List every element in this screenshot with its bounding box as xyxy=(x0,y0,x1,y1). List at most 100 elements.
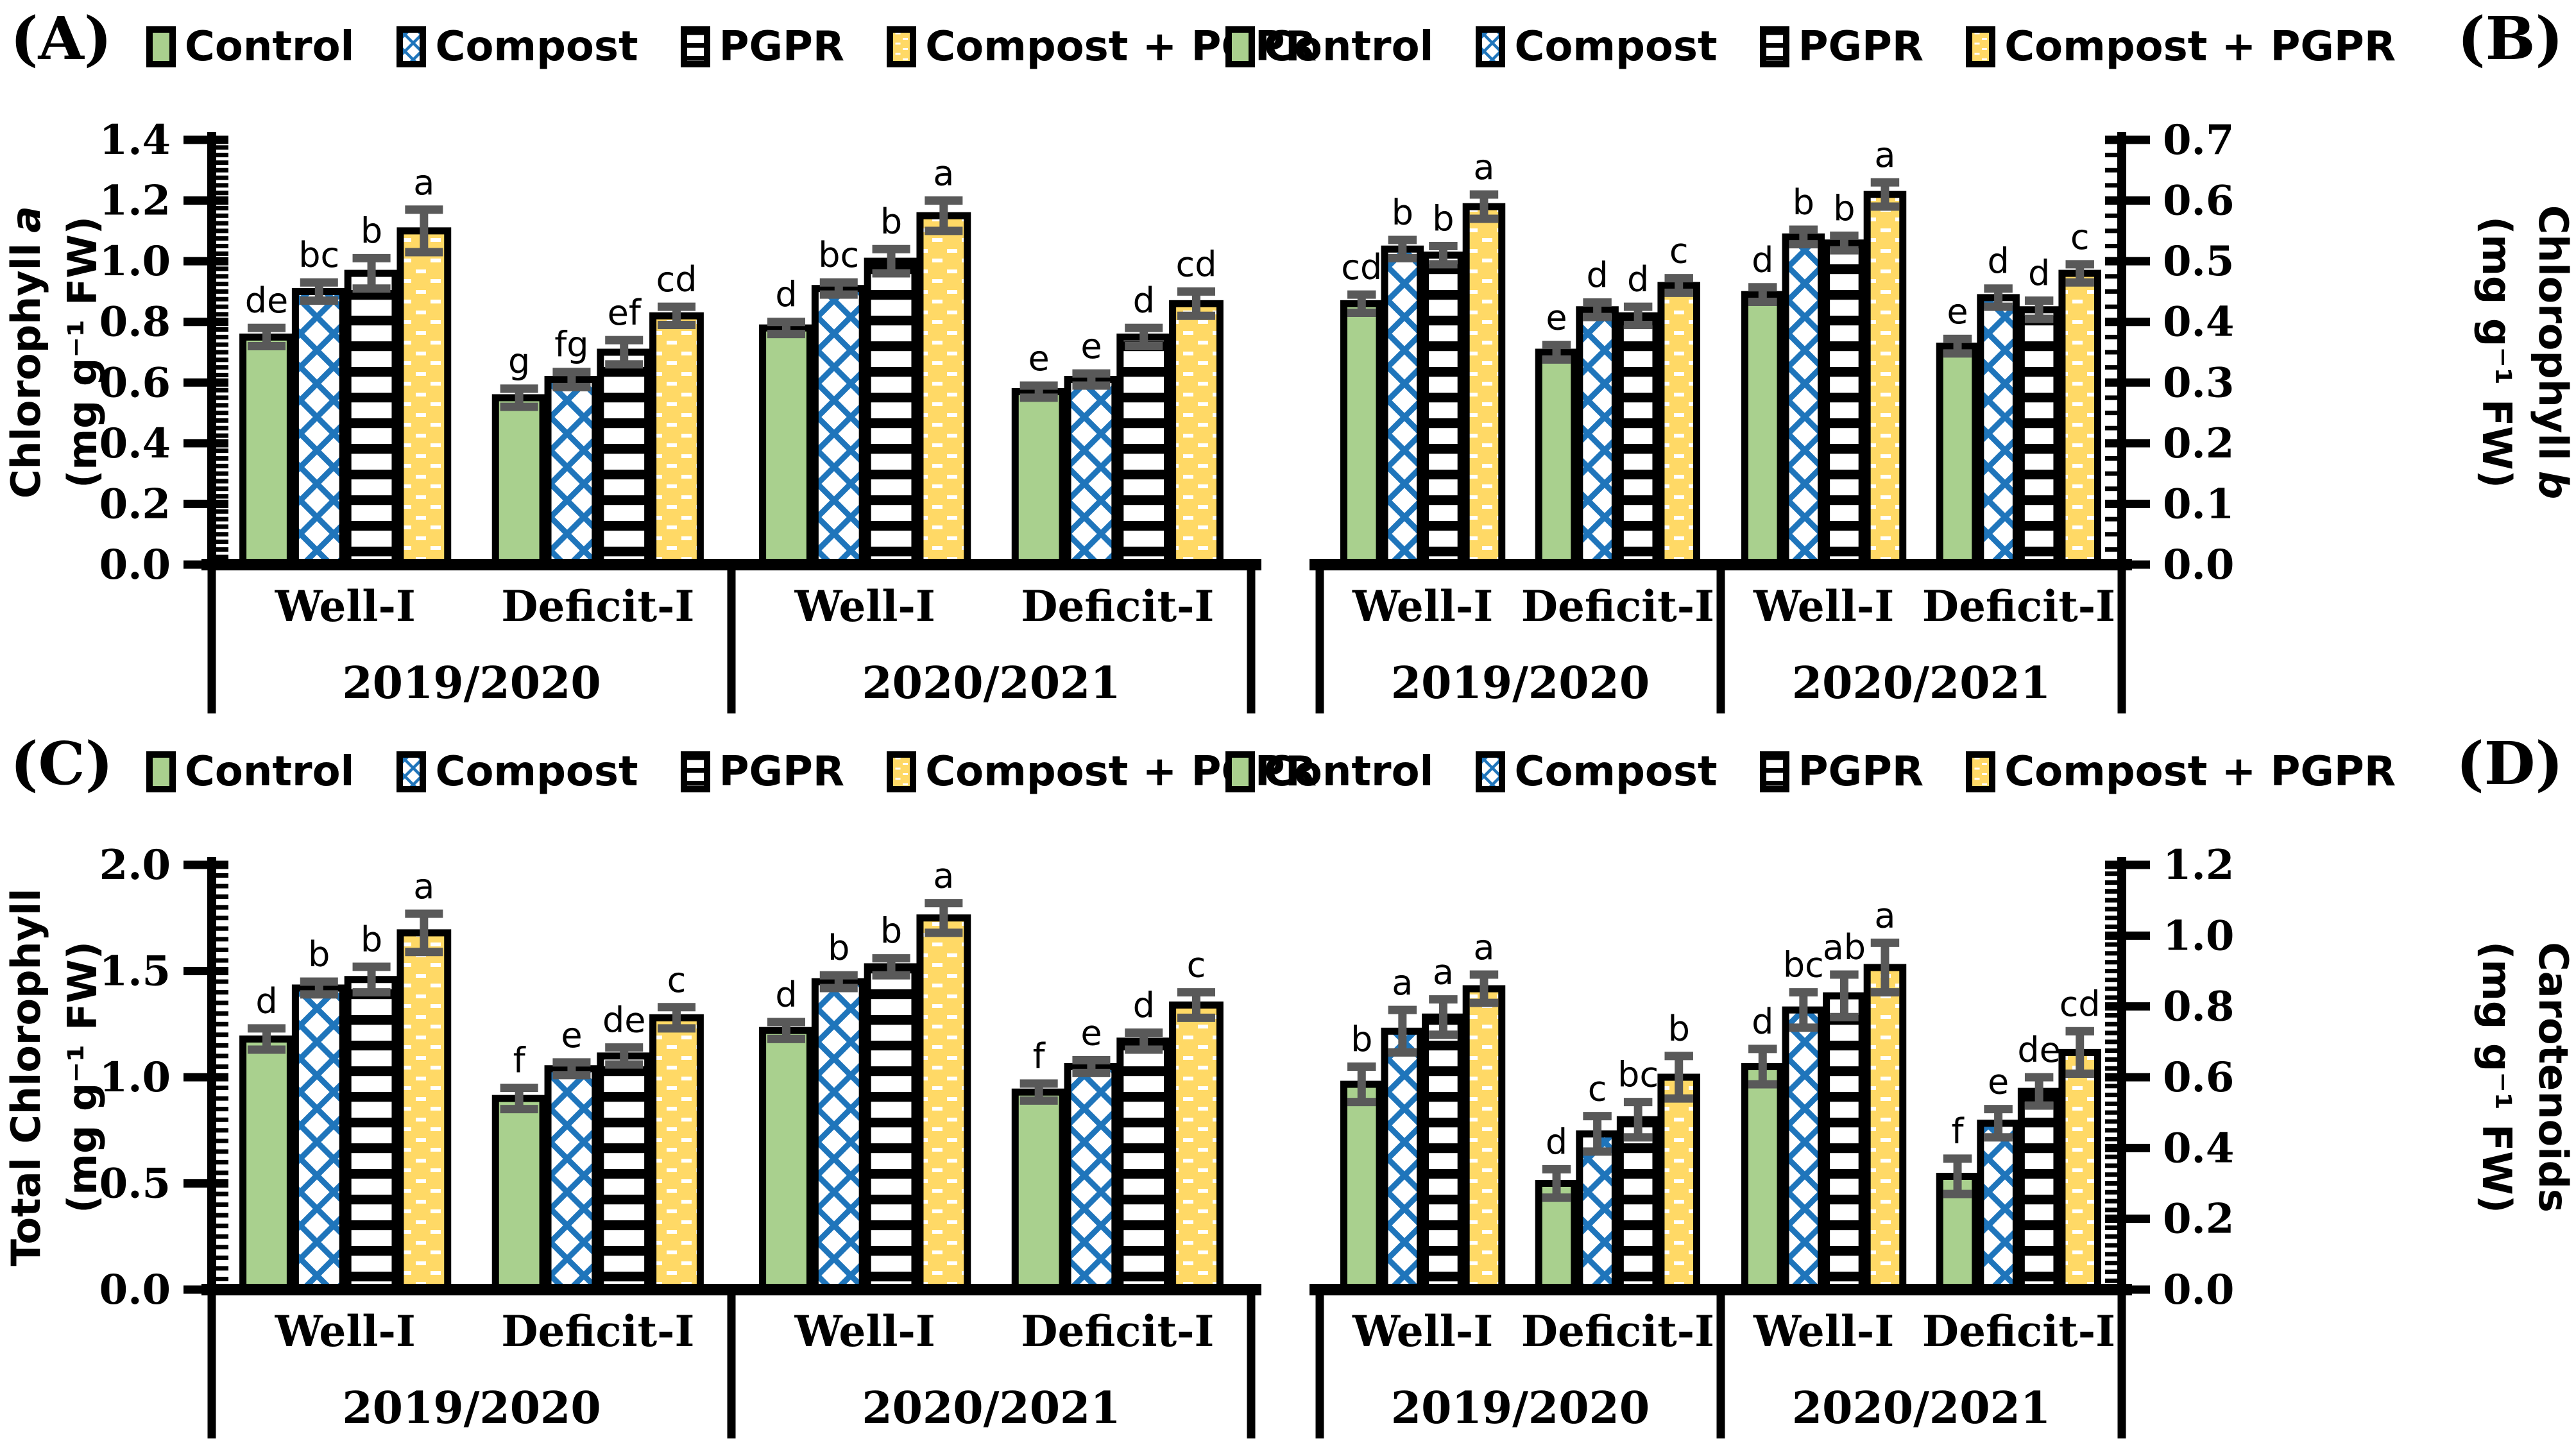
panel-A: (A) Control Compost PGPR Compost + PGPR de bc b… xyxy=(0,0,1317,725)
year-label: 2020/2021 xyxy=(1792,1383,2051,1434)
y-axis-units: (mg g⁻¹ FW) xyxy=(2473,216,2520,488)
legend-item-control: Control xyxy=(146,748,354,796)
error-bar xyxy=(1125,1028,1163,1054)
y-tick-label: 0.6 xyxy=(2163,177,2234,225)
legend-swatch-compost-icon xyxy=(397,751,427,792)
bar-pgpr xyxy=(1422,252,1465,568)
sig-letter: e xyxy=(1080,326,1102,366)
irrigation-label: Deficit-I xyxy=(1521,581,1714,631)
bar-compost xyxy=(291,984,346,1293)
legend-swatch-compost_pgpr-icon xyxy=(1966,26,1996,67)
error-bar xyxy=(1125,323,1163,351)
error-bar xyxy=(819,971,858,993)
panel-label-B: (B) xyxy=(2457,4,2563,73)
error-bar xyxy=(247,1024,286,1054)
error-bar xyxy=(605,336,644,369)
irrigation-label: Deficit-I xyxy=(1922,581,2115,631)
error-bar xyxy=(657,1003,696,1033)
sig-letter: f xyxy=(1952,1111,1965,1152)
bar-control xyxy=(491,1095,547,1293)
bar-compost xyxy=(1977,1120,2020,1293)
sig-letter: a xyxy=(933,153,954,194)
legend-swatch-compost-icon xyxy=(397,26,427,67)
error-bar xyxy=(872,244,910,278)
bar-compost xyxy=(1782,1006,1825,1293)
legend-item-compost: Compost xyxy=(1476,748,1718,796)
irrigation-label: Well-I xyxy=(1352,581,1493,631)
bar-pgpr xyxy=(1616,1116,1660,1293)
error-bar xyxy=(1623,302,1653,329)
bar-control xyxy=(239,333,294,568)
bar-pgpr xyxy=(2017,1088,2061,1293)
error-bar xyxy=(1469,970,1499,1007)
y-axis-title: Carotenoids xyxy=(2530,942,2575,1212)
sig-letter: d xyxy=(775,975,797,1015)
legend-swatch-compost_pgpr-icon xyxy=(1966,751,1996,792)
error-bar xyxy=(1984,1105,2013,1142)
bar-compost_pgpr xyxy=(1863,191,1907,568)
year-label: 2020/2021 xyxy=(862,1383,1120,1434)
legend-label: Control xyxy=(184,23,355,71)
sig-letter: b xyxy=(1351,1019,1372,1059)
sig-letter: d xyxy=(1987,241,2009,282)
bar-control xyxy=(1340,300,1383,568)
sig-letter: de xyxy=(2017,1030,2061,1070)
error-bar xyxy=(1870,178,1900,211)
bar-control xyxy=(239,1035,294,1293)
sig-letter: fg xyxy=(554,325,588,365)
irrigation-label: Well-I xyxy=(794,1306,935,1356)
sig-letter: cd xyxy=(1341,247,1382,287)
bar-control xyxy=(1936,343,1979,568)
y-tick-label: 0.4 xyxy=(99,420,171,468)
bar-compost_pgpr xyxy=(2058,269,2101,568)
legend-item-pgpr: PGPR xyxy=(1759,23,1923,71)
bar-compost_pgpr xyxy=(2058,1048,2101,1293)
y-tick-label: 0.2 xyxy=(2163,420,2234,468)
sig-letter: cd xyxy=(1176,244,1217,284)
irrigation-label: Deficit-I xyxy=(1922,1306,2115,1356)
bar-compost_pgpr xyxy=(1657,282,1700,568)
bar-pgpr xyxy=(344,976,399,1293)
sig-letter: f xyxy=(1033,1036,1046,1077)
sig-letter: ef xyxy=(608,293,642,333)
sig-letter: b xyxy=(361,210,382,251)
panel-C: (C) Control Compost PGPR Compost + PGPR d b b a f… xyxy=(0,725,1317,1450)
legend-item-pgpr: PGPR xyxy=(1759,748,1924,796)
year-label: 2019/2020 xyxy=(1391,1383,1650,1434)
y-tick-label: 0.5 xyxy=(99,1160,171,1208)
error-bar xyxy=(352,253,391,293)
legend-swatch-control-icon xyxy=(1225,26,1255,67)
bar-compost_pgpr xyxy=(397,929,452,1293)
bar-pgpr xyxy=(2017,306,2061,568)
sig-letter: bc xyxy=(1783,945,1824,985)
sig-letter: c xyxy=(1187,945,1206,985)
error-bar xyxy=(300,278,338,305)
legend-label: Compost xyxy=(435,748,638,796)
y-tick-label: 0.4 xyxy=(2163,1124,2234,1172)
error-bar xyxy=(925,899,963,937)
bar-compost_pgpr xyxy=(649,312,704,568)
sig-letter: d xyxy=(775,275,797,315)
error-bar xyxy=(300,977,338,999)
error-bar xyxy=(1789,988,1818,1032)
legend-label: PGPR xyxy=(1798,748,1924,796)
error-bar xyxy=(1072,1056,1111,1077)
bar-compost xyxy=(1782,233,1825,568)
error-bar xyxy=(1177,988,1216,1022)
sig-letter: bc xyxy=(1617,1055,1659,1095)
sig-letter: b xyxy=(828,928,849,968)
y-tick-label: 1.4 xyxy=(99,116,171,164)
y-axis-units: (mg g⁻¹ FW) xyxy=(59,216,106,488)
error-bar xyxy=(657,302,696,329)
irrigation-label: Well-I xyxy=(794,581,935,631)
error-bar xyxy=(2024,296,2054,323)
error-bar xyxy=(1943,1154,1972,1198)
error-bar xyxy=(1943,334,1972,358)
bar-pgpr xyxy=(864,963,919,1293)
y-tick-label: 0.4 xyxy=(2163,298,2234,346)
sig-letter: d xyxy=(2028,253,2050,294)
panel-label-D: (D) xyxy=(2456,729,2563,798)
bar-compost_pgpr xyxy=(916,914,971,1293)
error-bar xyxy=(1347,290,1376,318)
